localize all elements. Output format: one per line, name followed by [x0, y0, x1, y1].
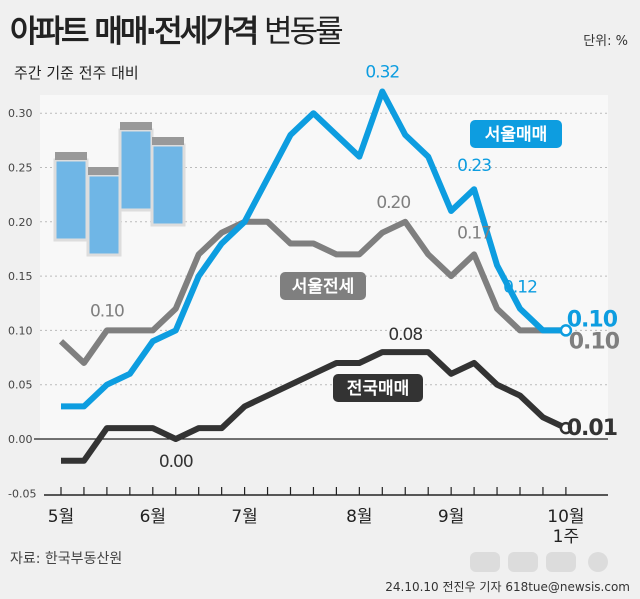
legend-label: 전국매매 — [347, 379, 410, 399]
data-label: 0.10 — [90, 301, 124, 321]
data-label: 0.00 — [159, 452, 193, 472]
watermark-shape — [508, 552, 538, 572]
data-label: 0.17 — [457, 223, 491, 243]
data-label: 0.20 — [376, 193, 410, 213]
credit: 24.10.10 전진우 기자 618tue@newsis.com — [385, 580, 630, 594]
y-tick-label: 0.05 — [8, 379, 33, 392]
legend-label: 서울전세 — [292, 277, 355, 297]
y-tick-label: 0.30 — [8, 107, 33, 120]
end-marker — [559, 324, 573, 337]
x-month-label: 5월 — [48, 507, 74, 527]
y-tick-label: -0.05 — [8, 487, 36, 500]
unit-label: 단위: % — [583, 34, 628, 49]
watermark-shape — [588, 552, 608, 572]
y-tick-label: 0.10 — [8, 324, 33, 337]
data-label: 0.10 — [569, 329, 620, 354]
subtitle: 주간 기준 전주 대비 — [14, 64, 139, 82]
x-month-label: 6월 — [140, 507, 166, 527]
y-tick-label: 0.15 — [8, 270, 33, 283]
title-sub: 변동률 — [264, 14, 344, 50]
legend-tag-서울매매 — [470, 120, 562, 148]
data-label: 0.10 — [567, 307, 618, 332]
watermark-logo — [470, 552, 608, 572]
data-label: 0.32 — [365, 62, 399, 82]
legend-tag-전국매매 — [333, 374, 423, 402]
data-label: 0.01 — [567, 416, 617, 441]
legend-label: 서울매매 — [485, 125, 548, 145]
x-month-label: 8월 — [346, 507, 372, 527]
y-tick-label: 0.00 — [8, 433, 33, 446]
title-main: 아파트 매매·전세가격 — [10, 14, 259, 50]
source: 자료: 한국부동산원 — [10, 551, 123, 567]
data-label: 0.08 — [388, 325, 422, 345]
legend-tag-서울전세 — [280, 272, 366, 300]
page-title: 아파트 매매·전세가격 변동률 — [10, 6, 344, 51]
end-marker — [559, 421, 573, 435]
watermark-shape — [546, 552, 576, 572]
x-week-label: 1주 — [553, 527, 579, 547]
line-chart: -0.05 0.00 0.05 0.10 0.15 0.20 0.25 0.30 5월 6월 7월 8… — [8, 62, 621, 547]
watermark-shape — [470, 552, 500, 572]
data-label: 0.12 — [503, 278, 537, 298]
y-tick-label: 0.20 — [8, 216, 33, 229]
apartment-buildings-icon — [53, 122, 186, 257]
x-month-label: 10월 — [547, 507, 584, 527]
data-label: 0.23 — [457, 156, 491, 176]
x-month-label: 9월 — [438, 507, 464, 527]
y-tick-label: 0.25 — [8, 162, 33, 175]
x-month-label: 7월 — [231, 507, 257, 527]
